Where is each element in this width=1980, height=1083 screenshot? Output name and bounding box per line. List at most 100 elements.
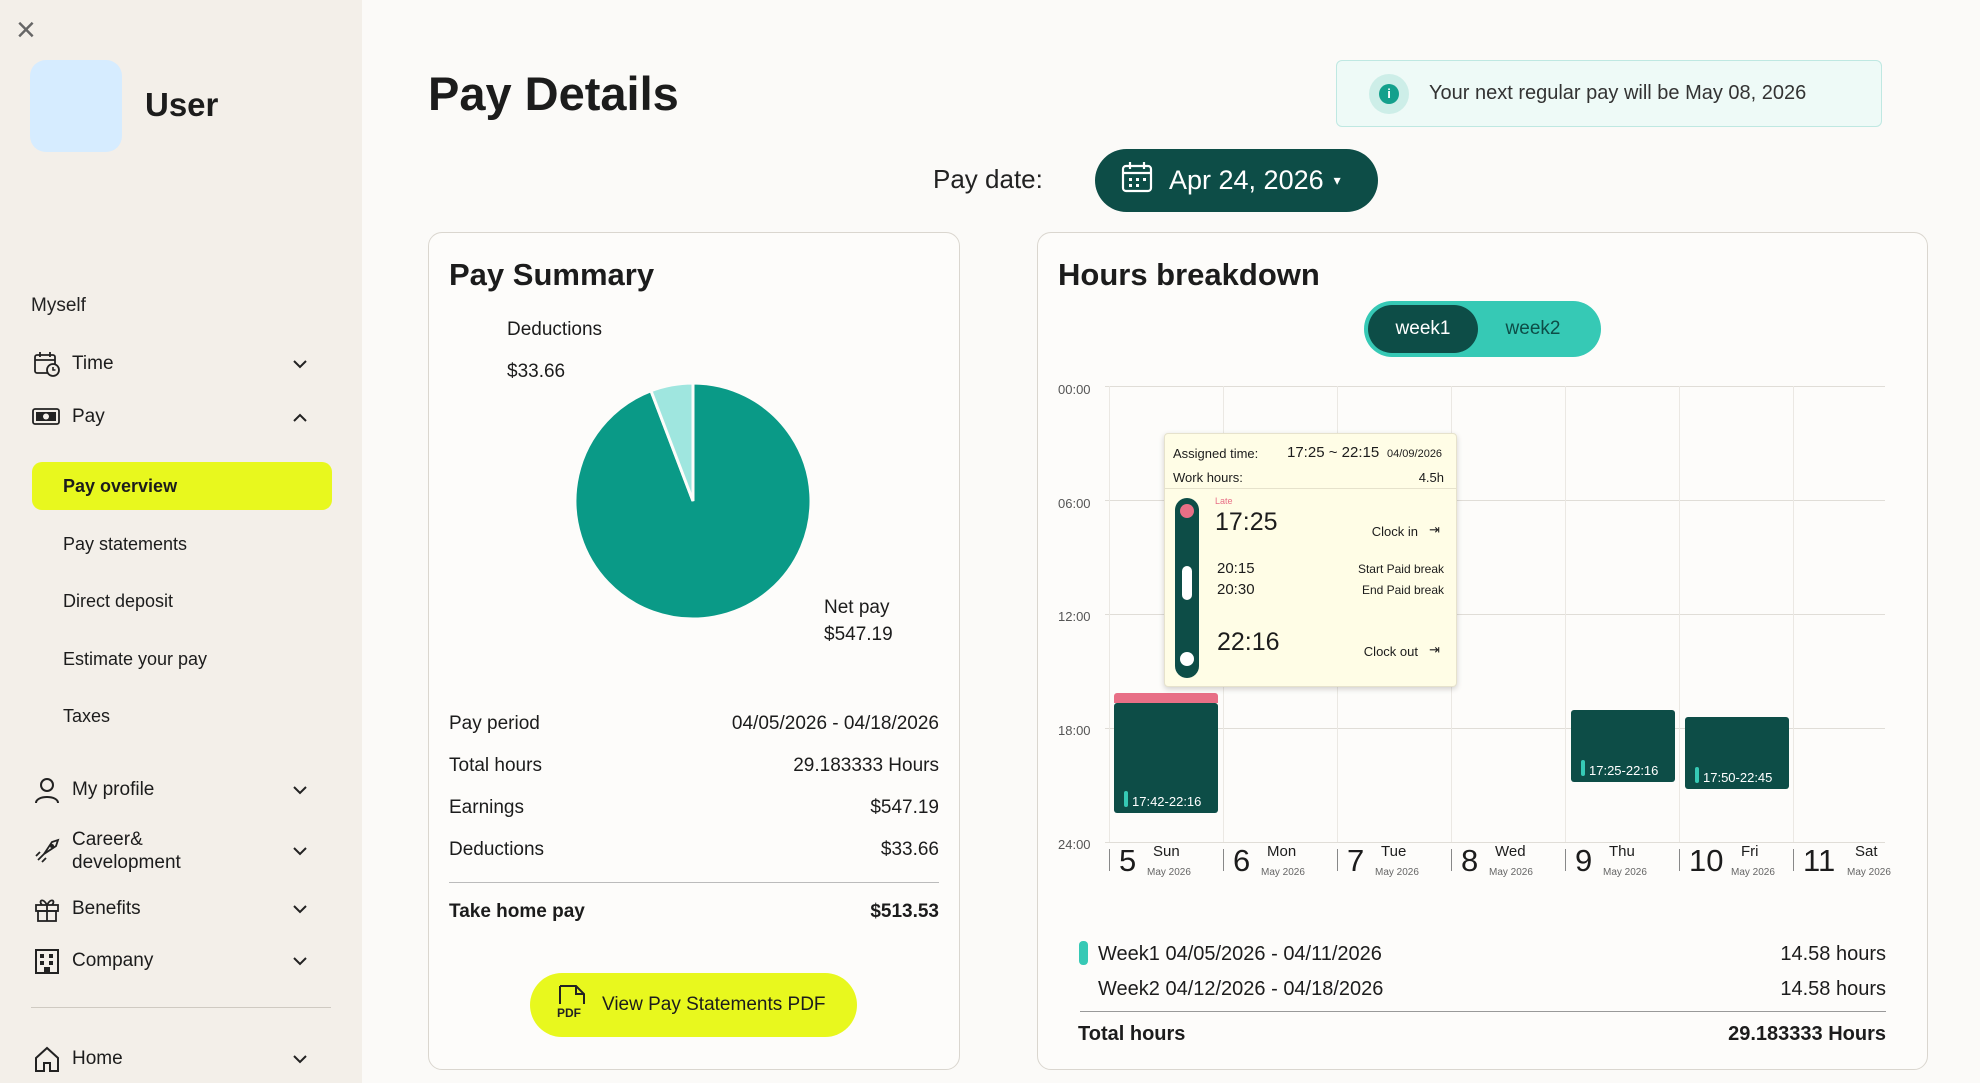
chevron-up-icon: [290, 407, 310, 427]
pay-summary-title: Pay Summary: [449, 257, 655, 292]
row-value: 29.183333 Hours: [793, 755, 939, 776]
sidebar-item-career-development[interactable]: Career& development: [30, 826, 310, 876]
clock-out-dot: [1180, 652, 1194, 666]
sidebar-item-label: Pay: [72, 406, 105, 427]
day-label[interactable]: 10 Fri May 2026: [1679, 843, 1793, 883]
time-label: 24:00: [1058, 837, 1091, 852]
tab-week2[interactable]: week2: [1505, 318, 1561, 339]
sidebar-item-label: My profile: [72, 779, 155, 800]
home-icon: [30, 1042, 64, 1076]
day-label[interactable]: 6 Mon May 2026: [1223, 843, 1337, 883]
late-indicator: [1114, 693, 1218, 703]
tab-week1[interactable]: week1: [1368, 305, 1478, 353]
week-total-row: Week1 04/05/2026 - 04/11/2026 14.58 hour…: [1098, 943, 1886, 966]
grid-line: [1679, 386, 1680, 842]
total-hours-row: Total hours 29.183333 Hours: [1078, 1023, 1886, 1046]
pay-date-select[interactable]: Apr 24, 2026 ▾: [1095, 149, 1378, 212]
cash-icon: [30, 400, 64, 434]
clock-in-time: 17:25: [1215, 508, 1278, 536]
time-label: 18:00: [1058, 723, 1091, 738]
summary-row: Pay period 04/05/2026 - 04/18/2026: [449, 713, 939, 735]
gift-icon: [30, 892, 64, 926]
summary-row: Deductions $33.66: [449, 839, 939, 861]
chevron-down-icon: [290, 1049, 310, 1069]
section-label-myself: Myself: [31, 295, 86, 316]
pay-date-value: Apr 24, 2026: [1169, 165, 1324, 195]
day-label[interactable]: 7 Tue May 2026: [1337, 843, 1451, 883]
user-name: User: [145, 86, 219, 123]
clock-out-icon: ⇥: [1429, 642, 1440, 657]
pay-pie-chart: [573, 381, 813, 621]
sidebar-item-benefits[interactable]: Benefits: [30, 889, 310, 929]
day-label[interactable]: 8 Wed May 2026: [1451, 843, 1565, 883]
hours-breakdown-card: Hours breakdown week1 week2 00:00 06:00 …: [1037, 232, 1928, 1070]
time-label: 12:00: [1058, 609, 1091, 624]
grid-line: [1793, 386, 1794, 842]
shift-block[interactable]: 17:42-22:16: [1114, 703, 1218, 813]
close-icon[interactable]: ×: [16, 11, 36, 49]
chevron-down-icon: [290, 899, 310, 919]
grid-line: [1105, 614, 1885, 615]
info-icon: i: [1369, 73, 1409, 114]
late-dot: [1180, 504, 1194, 518]
deductions-label: Deductions: [507, 319, 603, 340]
sidebar-subitem-pay-overview[interactable]: Pay overview: [32, 462, 332, 510]
sidebar-subitem-direct-deposit[interactable]: Direct deposit: [63, 590, 174, 611]
sidebar-item-label: Home: [72, 1048, 123, 1069]
take-home-row: Take home pay $513.53: [449, 901, 939, 923]
svg-text:PDF: PDF: [557, 1006, 581, 1020]
tooltip-date: 04/09/2026: [1387, 448, 1443, 460]
row-label: Total hours: [449, 755, 542, 776]
sidebar-item-pay[interactable]: Pay: [30, 397, 310, 437]
chevron-down-icon: ▾: [1333, 172, 1341, 188]
avatar: [30, 60, 122, 152]
sidebar-item-label: Benefits: [72, 898, 141, 919]
row-label: Earnings: [449, 797, 524, 818]
summary-row: Total hours 29.183333 Hours: [449, 755, 939, 777]
chevron-down-icon: [290, 780, 310, 800]
sidebar-item-my-profile[interactable]: My profile: [30, 770, 310, 810]
time-label: 06:00: [1058, 496, 1091, 511]
week-label: Week1 04/05/2026 - 04/11/2026: [1098, 943, 1382, 965]
building-icon: [30, 944, 64, 978]
net-pay-value: $547.19: [824, 624, 893, 645]
shift-block[interactable]: 17:50-22:45: [1685, 717, 1789, 789]
sidebar-subitem-pay-statements[interactable]: Pay statements: [63, 533, 188, 554]
chevron-down-icon: [290, 951, 310, 971]
clock-out-label: Clock out: [1363, 644, 1418, 659]
row-value: 04/05/2026 - 04/18/2026: [731, 713, 939, 734]
next-pay-banner: i Your next regular pay will be May 08, …: [1336, 60, 1882, 127]
hours-divider: [1080, 1011, 1886, 1012]
hours-breakdown-title: Hours breakdown: [1058, 257, 1320, 292]
total-hours-label: Total hours: [1078, 1023, 1186, 1045]
rocket-icon: [30, 834, 64, 868]
time-label: 00:00: [1058, 382, 1091, 397]
view-pdf-button[interactable]: PDF View Pay Statements PDF: [530, 973, 857, 1037]
shift-block[interactable]: 17:25-22:16: [1571, 710, 1675, 782]
day-label[interactable]: 5 Sun May 2026: [1109, 843, 1223, 883]
calendar-icon: [1121, 161, 1153, 200]
week-label: Week2 04/12/2026 - 04/18/2026: [1098, 978, 1384, 1000]
sidebar-item-label: Career& development: [72, 829, 181, 873]
total-hours-value: 29.183333 Hours: [1728, 1023, 1886, 1045]
row-label: Pay period: [449, 713, 540, 734]
page-title: Pay Details: [428, 67, 679, 120]
day-label[interactable]: 11 Sat May 2026: [1793, 843, 1907, 883]
assigned-value: 17:25 ~ 22:15: [1287, 444, 1380, 461]
sidebar-subitem-estimate-pay[interactable]: Estimate your pay: [63, 648, 208, 669]
sidebar-subitem-taxes[interactable]: Taxes: [63, 705, 111, 726]
sidebar-item-time[interactable]: Time: [30, 344, 310, 384]
sidebar-item-home[interactable]: Home: [30, 1039, 310, 1079]
day-label[interactable]: 9 Thu May 2026: [1565, 843, 1679, 883]
break-end-time: 20:30: [1217, 581, 1255, 598]
work-hours-value: 4.5h: [1418, 470, 1444, 485]
sidebar-item-label: Company: [72, 950, 154, 971]
view-pdf-label: View Pay Statements PDF: [602, 994, 826, 1015]
timeline-track: [1175, 498, 1199, 678]
grid-line: [1105, 842, 1885, 843]
grid-line: [1105, 500, 1885, 501]
deductions-value: $33.66: [507, 361, 566, 382]
summary-row: Earnings $547.19: [449, 797, 939, 819]
sidebar-item-company[interactable]: Company: [30, 941, 310, 981]
grid-line: [1105, 728, 1885, 729]
